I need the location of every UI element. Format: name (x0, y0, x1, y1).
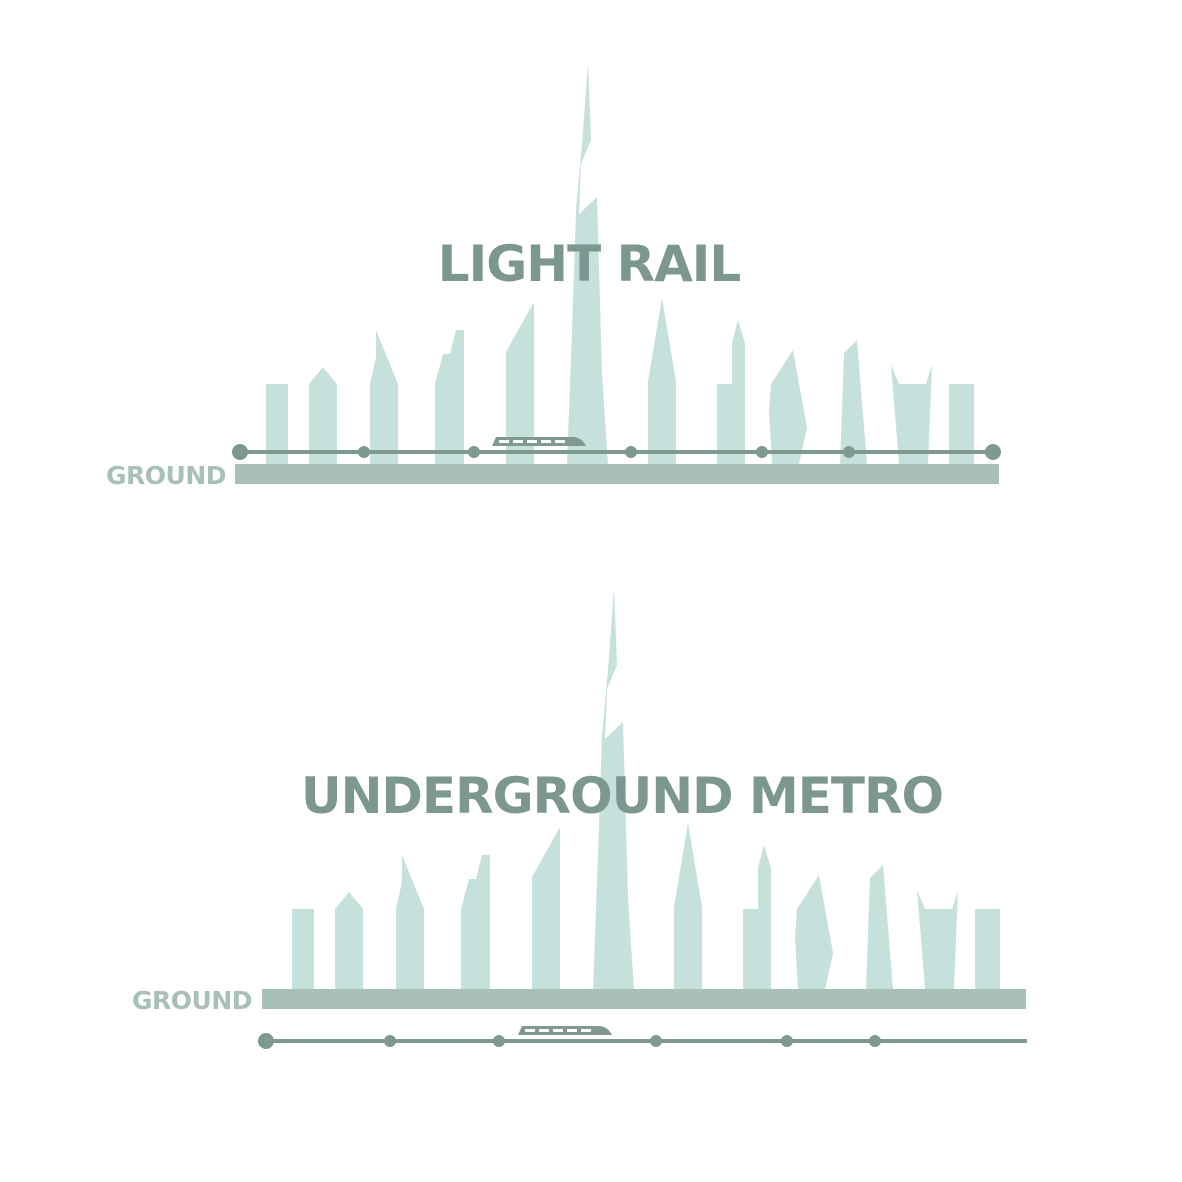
panel-light-rail: GROUND LIGHT RAIL (106, 63, 1001, 490)
station-dot (258, 1033, 274, 1049)
train-icon (492, 437, 586, 446)
station-dot (869, 1035, 881, 1047)
station-dot (384, 1035, 396, 1047)
ground-bar (235, 464, 999, 484)
station-dot (493, 1035, 505, 1047)
station-dot (468, 446, 480, 458)
ground-label: GROUND (106, 461, 226, 490)
station-dot (625, 446, 637, 458)
station-dot (756, 446, 768, 458)
diagram-title: UNDERGROUND METRO (301, 767, 943, 825)
station-dot (232, 444, 248, 460)
station-dot (781, 1035, 793, 1047)
train-icon (518, 1026, 612, 1035)
station-dot (843, 446, 855, 458)
station-dot (985, 444, 1001, 460)
station-dot (650, 1035, 662, 1047)
ground-label: GROUND (132, 986, 252, 1015)
panel-underground-metro: GROUND UNDERGROUND METRO (132, 588, 1027, 1049)
ground-bar (262, 989, 1026, 1009)
station-dot (358, 446, 370, 458)
diagram-title: LIGHT RAIL (438, 235, 741, 293)
